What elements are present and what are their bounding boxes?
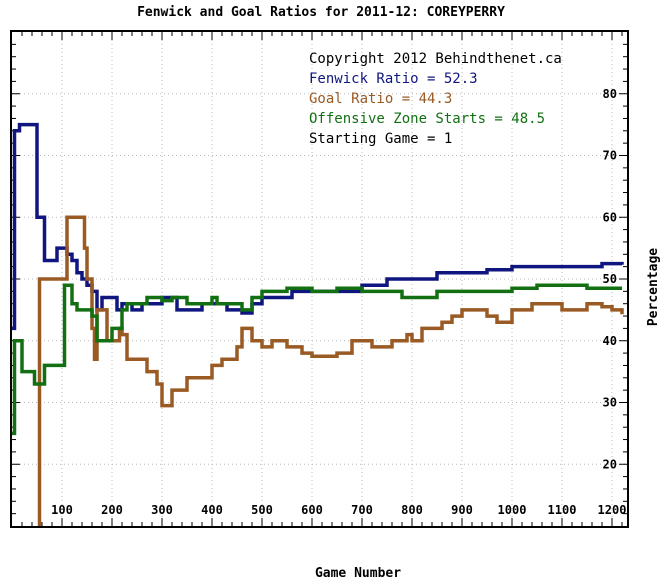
x-tick-label: 800	[401, 503, 423, 517]
y-tick-label: 20	[603, 457, 617, 471]
y-tick-label: 40	[603, 334, 617, 348]
x-tick-label: 700	[351, 503, 373, 517]
legend-entry: Offensive Zone Starts = 48.5	[309, 111, 545, 127]
legend-entry: Fenwick Ratio = 52.3	[309, 71, 478, 87]
series-line-offensive-zone-starts	[12, 283, 622, 436]
x-tick-label: 500	[251, 503, 273, 517]
legend-entry: Goal Ratio = 44.3	[309, 91, 452, 107]
legend: Copyright 2012 Behindthenet.ca Fenwick Ra…	[309, 51, 562, 147]
x-tick-label: 300	[151, 503, 173, 517]
y-tick-label: 60	[603, 210, 617, 224]
y-axis-ticks: 20 30 40 50 60 70 80	[12, 43, 627, 515]
x-tick-label: 900	[451, 503, 473, 517]
series-group	[12, 122, 624, 526]
x-axis-ticks: 100 200 300 400 500 600 700 800 900 1000 1100 1200	[21, 32, 627, 526]
y-tick-label: 50	[603, 272, 617, 286]
y-tick-label: 30	[603, 396, 617, 410]
y-tick-label: 80	[603, 87, 617, 101]
y-tick-label: 70	[603, 149, 617, 163]
plot-frame	[10, 30, 629, 528]
x-tick-label: 100	[51, 503, 73, 517]
x-tick-label: 1100	[548, 503, 577, 517]
x-tick-label: 1000	[498, 503, 527, 517]
series-layer	[12, 122, 624, 526]
x-tick-label: 200	[101, 503, 123, 517]
gridlines	[12, 32, 627, 526]
x-tick-label: 1200	[598, 503, 627, 517]
series-line-fenwick-ratio	[12, 122, 624, 331]
x-tick-label: 400	[201, 503, 223, 517]
chart-title: Fenwick and Goal Ratios for 2011-12: COR…	[137, 5, 505, 20]
x-axis-label: Game Number	[315, 566, 401, 580]
legend-entry: Copyright 2012 Behindthenet.ca	[309, 51, 562, 67]
x-tick-label: 600	[301, 503, 323, 517]
y-axis-label: Percentage	[646, 248, 661, 326]
series-line-goal-ratio	[37, 215, 624, 526]
legend-entry: Starting Game = 1	[309, 131, 452, 147]
